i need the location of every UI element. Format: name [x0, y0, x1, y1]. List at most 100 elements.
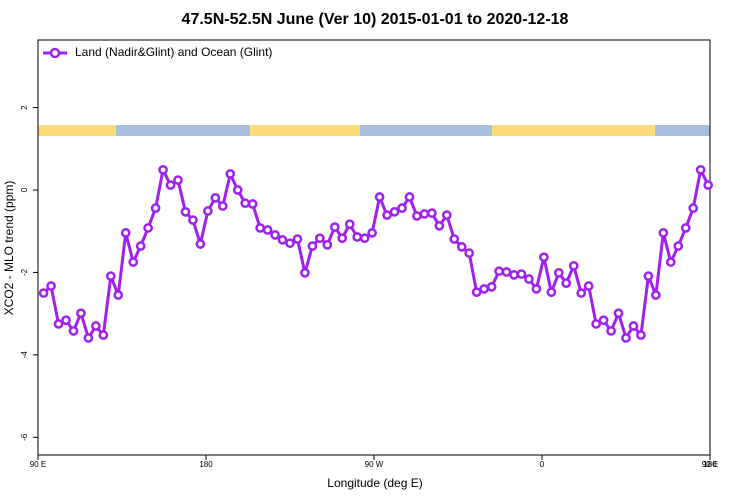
data-point [561, 278, 572, 288]
data-point [83, 333, 94, 343]
data-point [337, 233, 348, 244]
data-point [441, 210, 452, 220]
data-point [434, 221, 445, 231]
data-point [606, 326, 616, 336]
data-point [217, 201, 228, 211]
data-point [240, 198, 251, 209]
data-point [419, 209, 430, 219]
data-point [98, 330, 109, 340]
data-point [576, 288, 587, 298]
y-tick-label: -6 [20, 433, 29, 441]
data-point [195, 239, 206, 249]
data-point [546, 287, 557, 298]
data-point [613, 308, 624, 319]
data-point [427, 208, 437, 218]
data-point [680, 223, 691, 233]
data-point [397, 203, 407, 213]
data-point [471, 287, 482, 298]
x-tick-label: 180 [199, 460, 213, 469]
data-point [53, 319, 64, 329]
y-tick-label: -4 [20, 351, 29, 359]
data-point [486, 282, 497, 292]
data-point [173, 175, 183, 185]
data-point [479, 284, 489, 294]
data-point [553, 267, 564, 278]
data-point [568, 260, 579, 271]
data-point [292, 234, 303, 244]
data-point [46, 281, 56, 291]
chart-title: 47.5N-52.5N June (Ver 10) 2015-01-01 to … [182, 11, 569, 28]
data-point [636, 330, 646, 340]
data-point [61, 315, 71, 326]
data-point [277, 235, 288, 245]
y-tick-label: -2 [20, 268, 29, 276]
data-point [456, 242, 467, 252]
data-point [91, 321, 101, 331]
data-point [389, 207, 400, 217]
data-point [165, 180, 176, 190]
data-point [404, 192, 415, 202]
data-point [665, 257, 676, 267]
data-point [464, 248, 475, 258]
data-point [188, 215, 198, 225]
data-point [255, 223, 265, 233]
land-band [38, 125, 116, 136]
data-point [120, 228, 131, 238]
data-point [113, 290, 124, 300]
data-point [509, 270, 519, 280]
data-point [68, 326, 79, 336]
data-point [135, 241, 146, 251]
data-point [270, 230, 280, 240]
data-point [494, 266, 504, 277]
data-point [322, 239, 333, 250]
data-point [531, 284, 542, 294]
y-axis-label: XCO2 - MLO trend (ppm) [2, 181, 16, 316]
x-tick-label: 0 [540, 460, 545, 469]
land-ocean-band [38, 125, 710, 136]
y-tick-label: 0 [20, 187, 29, 192]
x-tick-label: 90 E [702, 460, 718, 469]
data-point [143, 223, 153, 233]
data-point [76, 308, 86, 319]
data-point [285, 238, 295, 249]
data-point [180, 207, 191, 217]
data-point [382, 210, 392, 220]
y-tick-label: 2 [20, 105, 29, 110]
data-point [695, 164, 706, 175]
data-point [628, 321, 639, 331]
data-point [225, 169, 236, 179]
data-point [315, 233, 325, 244]
data-point [516, 269, 527, 279]
data-point [412, 211, 422, 221]
data-point [703, 180, 713, 190]
legend-label: Land (Nadir&Glint) and Ocean (Glint) [75, 45, 272, 59]
data-point [247, 199, 258, 209]
data-point [344, 219, 355, 230]
data-point [128, 257, 139, 267]
data-point [300, 267, 310, 278]
land-band [250, 125, 360, 136]
data-point [591, 319, 601, 329]
data-point [651, 290, 661, 300]
land-band [492, 125, 655, 136]
x-tick-label: 90 E [30, 460, 46, 469]
data-point [307, 241, 318, 251]
data-point [621, 333, 631, 343]
data-point [359, 233, 370, 244]
data-point [524, 274, 534, 284]
x-tick-label: 90 W [365, 460, 384, 469]
data-point [688, 203, 699, 213]
data-point [598, 315, 609, 326]
data-point [583, 281, 594, 291]
data-point [367, 228, 377, 238]
data-point [539, 252, 549, 263]
data-point [329, 222, 340, 232]
data-point [38, 288, 49, 298]
x-axis-label: Longitude (deg E) [327, 476, 422, 490]
data-point [105, 271, 116, 281]
legend-marker [49, 47, 61, 59]
data-point [374, 192, 385, 202]
data-point [643, 271, 654, 281]
